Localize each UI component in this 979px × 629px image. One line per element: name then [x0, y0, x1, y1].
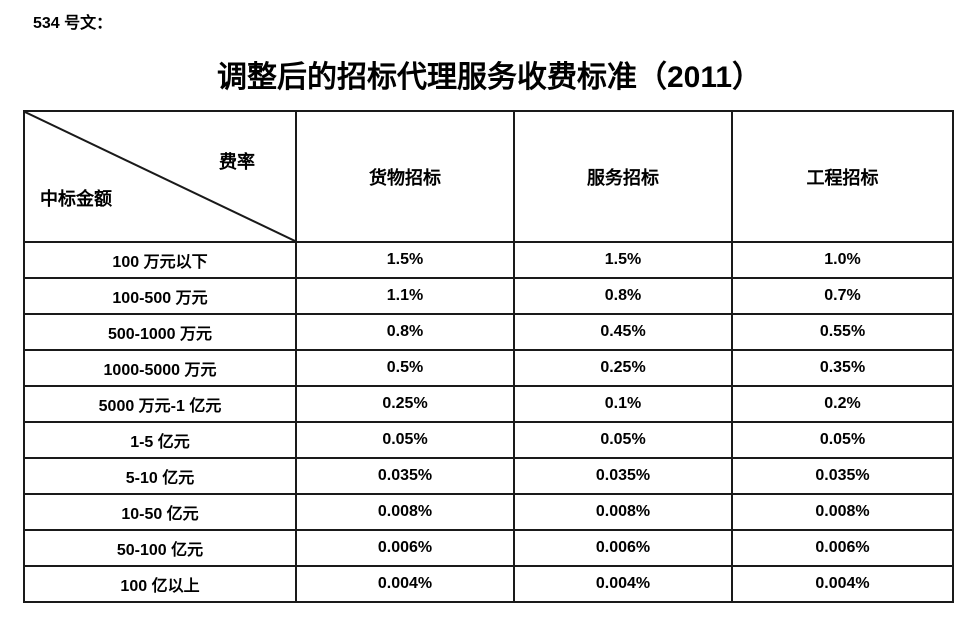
row-label: 1000-5000 万元 — [23, 349, 297, 387]
table-row: 100 万元以下 1.5% 1.5% 1.0% — [23, 241, 954, 279]
cell-value: 0.25% — [295, 385, 515, 423]
row-label: 100 万元以下 — [23, 241, 297, 279]
table-row: 5-10 亿元 0.035% 0.035% 0.035% — [23, 457, 954, 495]
doc-reference: 534 号文： — [33, 15, 113, 32]
cell-value: 0.05% — [295, 421, 515, 459]
cell-value: 0.004% — [513, 565, 733, 603]
table-row: 50-100 亿元 0.006% 0.006% 0.006% — [23, 529, 954, 567]
diagonal-divider-line — [25, 112, 295, 241]
corner-label-fee-rate: 费率 — [219, 152, 255, 172]
cell-value: 0.25% — [513, 349, 733, 387]
table-row: 1-5 亿元 0.05% 0.05% 0.05% — [23, 421, 954, 459]
corner-label-bid-amount: 中标金额 — [40, 189, 112, 209]
cell-value: 1.5% — [295, 241, 515, 279]
corner-header-cell: 费率 中标金额 — [23, 110, 297, 243]
row-label: 5-10 亿元 — [23, 457, 297, 495]
page-title: 调整后的招标代理服务收费标准（2011） — [216, 61, 763, 94]
table-row: 10-50 亿元 0.008% 0.008% 0.008% — [23, 493, 954, 531]
cell-value: 0.006% — [731, 529, 954, 567]
cell-value: 0.006% — [513, 529, 733, 567]
cell-value: 0.2% — [731, 385, 954, 423]
column-header-engineering-bidding: 工程招标 — [731, 110, 954, 243]
cell-value: 0.55% — [731, 313, 954, 351]
cell-value: 0.035% — [295, 457, 515, 495]
table-header-row: 费率 中标金额 货物招标 服务招标 工程招标 — [23, 110, 954, 243]
row-label: 50-100 亿元 — [23, 529, 297, 567]
row-label: 100-500 万元 — [23, 277, 297, 315]
cell-value: 0.5% — [295, 349, 515, 387]
table-row: 5000 万元-1 亿元 0.25% 0.1% 0.2% — [23, 385, 954, 423]
cell-value: 0.004% — [295, 565, 515, 603]
cell-value: 0.7% — [731, 277, 954, 315]
column-header-service-bidding: 服务招标 — [513, 110, 733, 243]
cell-value: 0.05% — [513, 421, 733, 459]
cell-value: 0.8% — [295, 313, 515, 351]
table-row: 100 亿以上 0.004% 0.004% 0.004% — [23, 565, 954, 603]
cell-value: 0.035% — [731, 457, 954, 495]
cell-value: 0.008% — [513, 493, 733, 531]
table-row: 500-1000 万元 0.8% 0.45% 0.55% — [23, 313, 954, 351]
cell-value: 0.05% — [731, 421, 954, 459]
cell-value: 0.004% — [731, 565, 954, 603]
row-label: 1-5 亿元 — [23, 421, 297, 459]
row-label: 500-1000 万元 — [23, 313, 297, 351]
fee-table: 费率 中标金额 货物招标 服务招标 工程招标 100 万元以下 1.5% 1.5… — [23, 110, 954, 603]
cell-value: 0.1% — [513, 385, 733, 423]
cell-value: 0.8% — [513, 277, 733, 315]
cell-value: 0.008% — [295, 493, 515, 531]
cell-value: 1.0% — [731, 241, 954, 279]
cell-value: 0.008% — [731, 493, 954, 531]
cell-value: 0.35% — [731, 349, 954, 387]
cell-value: 0.006% — [295, 529, 515, 567]
table-row: 100-500 万元 1.1% 0.8% 0.7% — [23, 277, 954, 315]
cell-value: 0.45% — [513, 313, 733, 351]
column-header-goods-bidding: 货物招标 — [295, 110, 515, 243]
row-label: 5000 万元-1 亿元 — [23, 385, 297, 423]
table-row: 1000-5000 万元 0.5% 0.25% 0.35% — [23, 349, 954, 387]
cell-value: 1.1% — [295, 277, 515, 315]
cell-value: 0.035% — [513, 457, 733, 495]
row-label: 100 亿以上 — [23, 565, 297, 603]
row-label: 10-50 亿元 — [23, 493, 297, 531]
cell-value: 1.5% — [513, 241, 733, 279]
